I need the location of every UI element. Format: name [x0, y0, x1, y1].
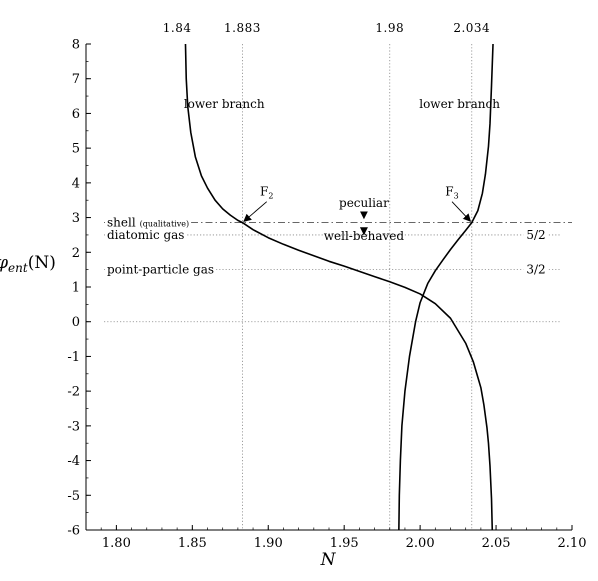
annotation-subscript: 3 [454, 192, 459, 201]
reference-line-value: 5/2 [526, 228, 545, 242]
reference-line-label-main: diatomic gas [107, 228, 184, 242]
annotation: lower branch [184, 97, 265, 111]
annotation-arrow [451, 201, 472, 222]
y-tick-label: 8 [72, 38, 80, 53]
x-tick-label: 2.00 [406, 536, 435, 551]
y-tick-label: 6 [72, 107, 80, 122]
y-tick-label: -5 [67, 489, 80, 504]
x-tick-label: 1.90 [254, 536, 283, 551]
y-tick-label: -2 [67, 385, 80, 400]
reference-line-label-main: point-particle gas [107, 263, 214, 277]
reference-line-sublabel: (qualitative) [140, 220, 189, 229]
y-tick-label: -1 [67, 350, 80, 365]
x-tick-label: 1.95 [330, 536, 359, 551]
y-tick-label: 4 [72, 176, 80, 191]
label-background [105, 215, 192, 230]
annotation: F3 [445, 185, 458, 201]
annotation-text: F [260, 185, 268, 199]
y-axis-label: φent(N) [0, 253, 56, 275]
top-axis-label: 2.034 [453, 21, 490, 35]
y-tick-label: 2 [72, 246, 80, 261]
y-tick-label: 7 [72, 72, 80, 87]
series-curve [398, 43, 494, 531]
x-tick-label: 1.85 [178, 536, 207, 551]
reference-line-label: diatomic gas [107, 228, 184, 242]
x-tick-label: 2.05 [482, 536, 511, 551]
annotation: well-behaved [324, 229, 405, 243]
annotation: F2 [260, 185, 273, 201]
annotation: lower branch [419, 97, 500, 111]
annotation-subscript: 2 [268, 192, 273, 201]
y-tick-label: 1 [72, 281, 80, 296]
reference-line-label-main: shell [107, 216, 136, 230]
y-tick-label: 3 [72, 211, 80, 226]
y-tick-label: -3 [67, 419, 80, 434]
annotation-text: lower branch [419, 97, 500, 111]
label-background [523, 262, 549, 277]
annotation-text: F [445, 185, 453, 199]
annotation-text: lower branch [184, 97, 265, 111]
reference-line-value: 3/2 [526, 263, 545, 277]
x-tick-label: 2.10 [558, 536, 587, 551]
label-background [105, 262, 217, 277]
annotation: peculiar [339, 196, 389, 210]
x-axis-label: N [320, 550, 337, 570]
label-background [105, 227, 187, 242]
annotation-text: well-behaved [324, 229, 405, 243]
reference-line-label: point-particle gas [107, 263, 214, 277]
series-curve [184, 43, 494, 531]
top-axis-label: 1.84 [163, 21, 192, 35]
annotation-text: peculiar [339, 196, 389, 210]
annotation-arrow [243, 201, 268, 222]
y-tick-label: 0 [72, 315, 80, 330]
y-tick-label: -6 [67, 524, 80, 539]
x-tick-label: 1.80 [102, 536, 131, 551]
y-tick-label: 5 [72, 142, 80, 157]
label-background [523, 227, 549, 242]
top-axis-label: 1.883 [224, 21, 261, 35]
y-tick-label: -4 [67, 454, 80, 469]
top-axis-label: 1.98 [375, 21, 404, 35]
reference-line-label: shell (qualitative) [107, 216, 189, 230]
